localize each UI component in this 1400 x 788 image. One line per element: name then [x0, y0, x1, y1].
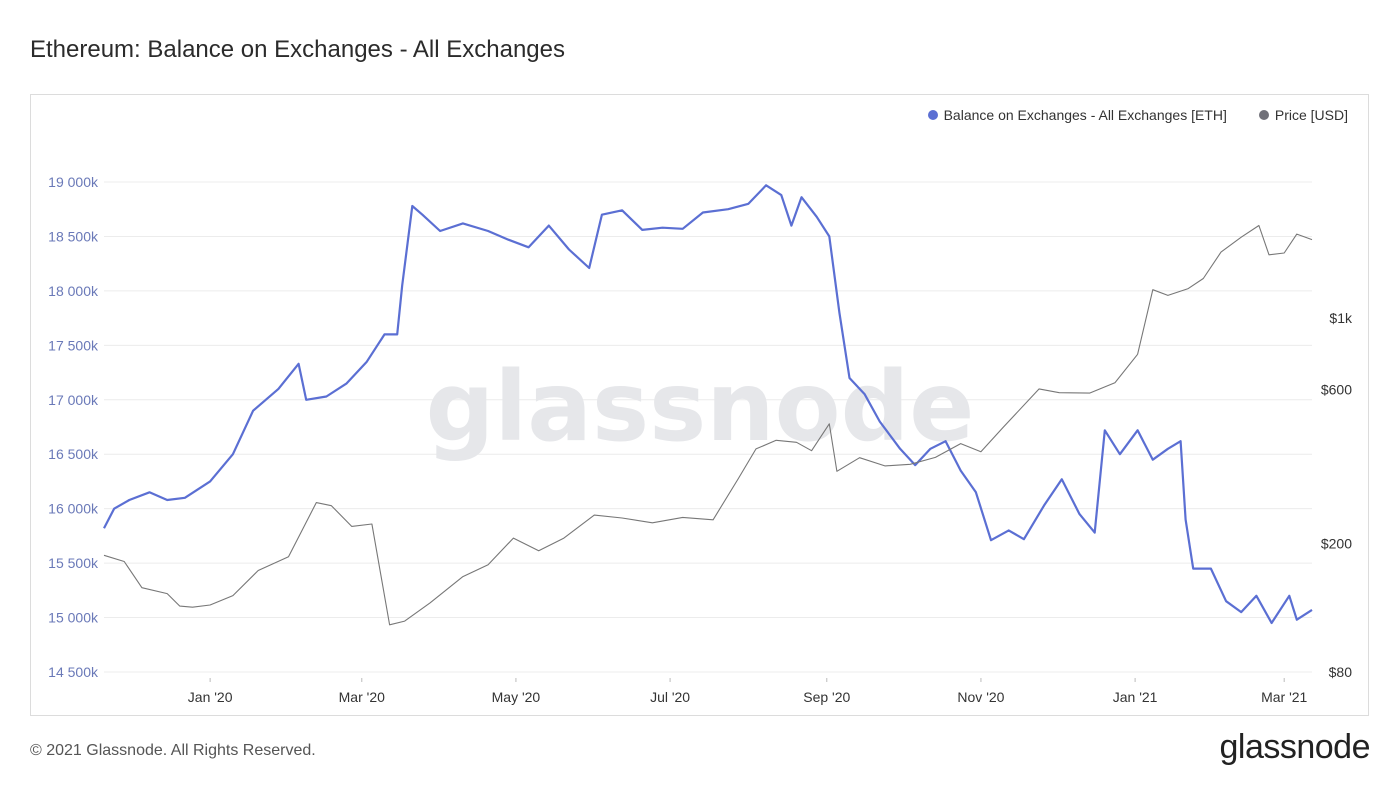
y-tick-label-left: 18 500k	[48, 228, 99, 244]
legend-dot-price	[1258, 110, 1269, 120]
y-tick-label-left: 15 500k	[48, 555, 99, 571]
series-group[interactable]	[103, 184, 1313, 626]
x-tick-label: Sep '20	[803, 689, 850, 705]
x-axis: Jan '20 Mar '20 May '20 Jul '20 Sep '20 Nov '…	[188, 678, 1308, 705]
legend-item-balance[interactable]: Balance on Exchanges - All Exchanges [ET…	[927, 107, 1227, 123]
y-tick-label-left: 17 500k	[48, 337, 99, 353]
y-tick-label-left: 16 000k	[48, 501, 99, 517]
legend-dot-balance	[927, 110, 938, 120]
x-tick-label: Jul '20	[650, 689, 690, 705]
chart-panel[interactable]	[30, 94, 1369, 716]
page-title: Ethereum: Balance on Exchanges - All Exc…	[30, 36, 565, 63]
y-tick-label-left: 16 500k	[48, 446, 99, 462]
x-tick-label: Mar '20	[339, 689, 385, 705]
legend-label-price: Price [USD]	[1274, 107, 1348, 123]
y-tick-label-left: 17 000k	[48, 392, 99, 408]
brand-logo: glassnode	[1219, 728, 1370, 766]
series-line-price[interactable]	[103, 224, 1313, 626]
y-tick-label-left: 18 000k	[48, 283, 99, 299]
series-line-balance[interactable]	[103, 184, 1313, 625]
watermark: glassnode	[426, 351, 975, 463]
legend-item-price[interactable]: Price [USD]	[1258, 107, 1348, 123]
y-tick-label-left: 14 500k	[48, 664, 99, 680]
y-tick-label-right: $600	[1321, 382, 1352, 398]
x-tick-label: Jan '20	[188, 689, 233, 705]
x-tick-label: Mar '21	[1261, 689, 1307, 705]
legend[interactable]: Balance on Exchanges - All Exchanges [ET…	[927, 107, 1348, 123]
y-tick-label-left: 15 000k	[48, 610, 99, 626]
x-tick-label: May '20	[492, 689, 541, 705]
y-tick-label-right: $80	[1329, 664, 1353, 680]
y-axis-left: 19 000k 18 500k 18 000k 17 500k 17 000k 16 50…	[48, 174, 99, 680]
y-tick-label-right: $200	[1321, 536, 1352, 552]
y-axis-right: $1k $600 $200 $80	[1321, 310, 1353, 680]
x-tick-label: Jan '21	[1113, 689, 1158, 705]
legend-label-balance: Balance on Exchanges - All Exchanges [ET…	[943, 107, 1227, 123]
gridlines	[104, 181, 1312, 673]
y-tick-label-right: $1k	[1329, 310, 1353, 326]
x-tick-label: Nov '20	[957, 689, 1004, 705]
y-tick-label-left: 19 000k	[48, 174, 99, 190]
copyright: © 2021 Glassnode. All Rights Reserved.	[30, 742, 316, 759]
